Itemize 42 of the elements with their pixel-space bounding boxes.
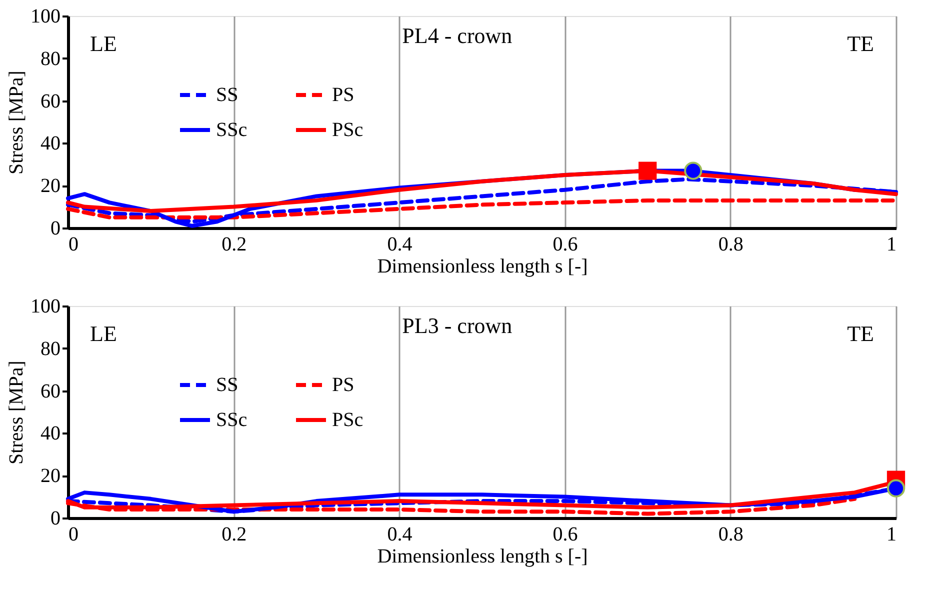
chart-title: PL3 - crown [402, 313, 512, 338]
y-axis-title: Stress [MPa] [6, 70, 28, 174]
x-tick-label: 0.2 [222, 234, 247, 256]
annotation: TE [847, 321, 874, 346]
legend-label: PS [332, 84, 354, 106]
legend-label: SSc [216, 119, 248, 141]
x-tick-label: 1 [886, 524, 896, 546]
x-tick-label: 0 [68, 234, 78, 256]
y-tick-label: 100 [30, 6, 60, 28]
x-tick-label: 0.4 [387, 234, 412, 256]
y-tick-label: 80 [40, 338, 60, 360]
x-tick-label: 1 [886, 234, 896, 256]
y-tick-label: 80 [40, 48, 60, 70]
x-axis-title: Dimensionless length s [-] [377, 546, 588, 568]
annotation: TE [847, 31, 874, 56]
x-tick-label: 0.4 [387, 524, 412, 546]
x-tick-label: 0.8 [718, 524, 744, 546]
legend-label: SS [216, 374, 238, 396]
y-tick-label: 20 [40, 175, 60, 198]
x-tick-label: 0.2 [222, 524, 247, 546]
annotation: LE [90, 321, 117, 346]
y-tick-label: 40 [40, 132, 60, 155]
y-tick-label: 60 [40, 380, 60, 402]
x-tick-label: 0.6 [552, 234, 578, 256]
legend-label: PSc [332, 119, 364, 141]
y-tick-label: 100 [30, 296, 60, 318]
legend-label: SSc [216, 409, 248, 431]
y-axis-title: Stress [MPa] [6, 360, 28, 464]
legend-label: PSc [332, 409, 364, 431]
chart-title: PL4 - crown [402, 23, 512, 48]
y-tick-label: 20 [40, 465, 60, 488]
x-axis-title: Dimensionless length s [-] [377, 256, 588, 278]
y-tick-label: 0 [50, 218, 60, 240]
x-tick-label: 0.8 [718, 234, 744, 256]
x-tick-label: 0 [68, 524, 78, 546]
y-tick-label: 60 [40, 90, 60, 112]
y-tick-label: 0 [50, 508, 60, 530]
legend-label: SS [216, 84, 238, 106]
y-tick-label: 40 [40, 422, 60, 445]
annotation: LE [90, 31, 117, 56]
legend-label: PS [332, 374, 354, 396]
x-tick-label: 0.6 [552, 524, 578, 546]
